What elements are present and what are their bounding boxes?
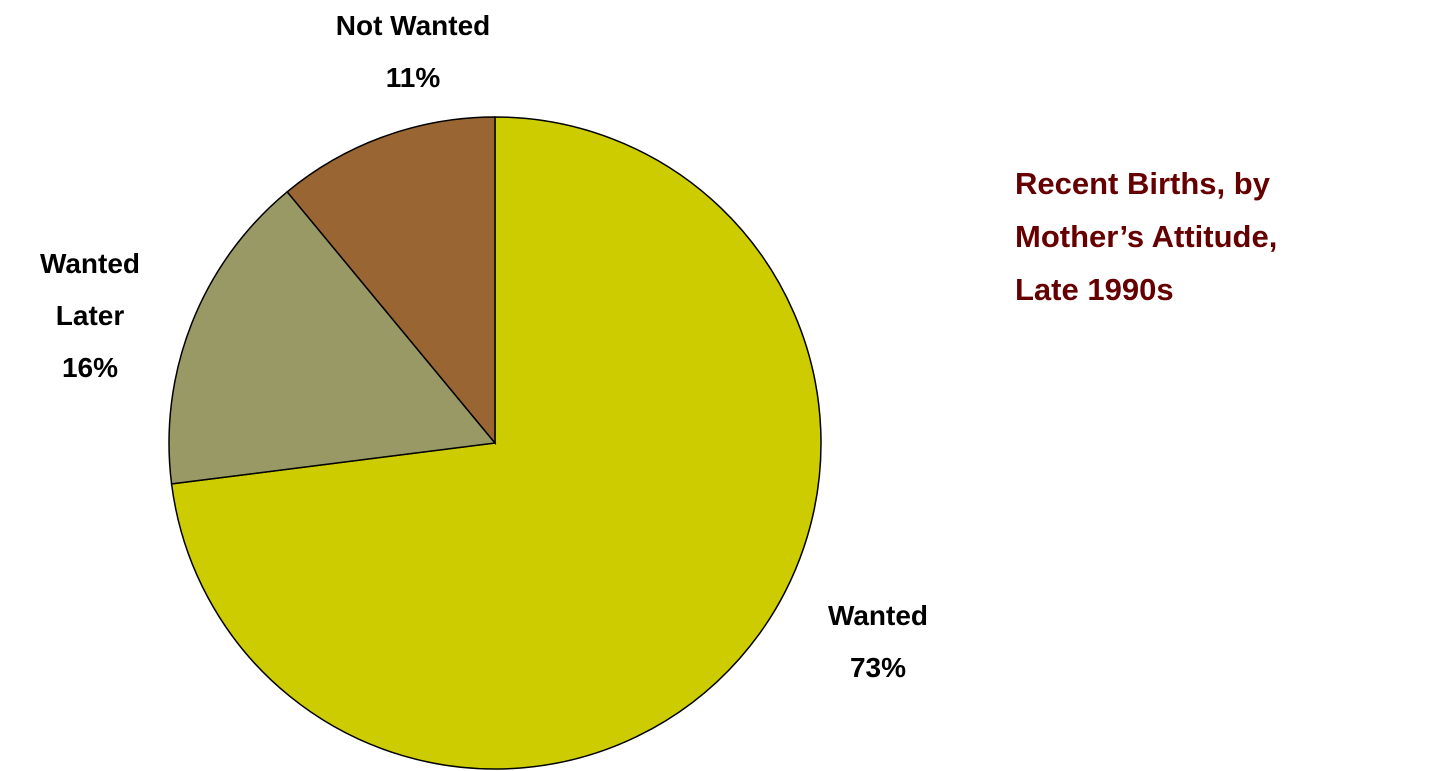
slice-name: Wanted Later xyxy=(39,248,141,331)
slice-value: 73% xyxy=(849,652,907,683)
pie-slice xyxy=(168,190,497,485)
slice-name: Not Wanted xyxy=(335,10,491,41)
slice-label: Wanted 73% xyxy=(778,590,978,694)
pie-slice xyxy=(286,116,496,446)
slice-value: 11% xyxy=(385,62,441,93)
pie-slice xyxy=(170,116,822,770)
slice-value: 16% xyxy=(61,352,119,383)
chart-title: Recent Births, by Mother’s Attitude, Lat… xyxy=(1015,166,1278,307)
slice-label: Wanted Later 16% xyxy=(15,238,165,394)
slice-name: Wanted xyxy=(827,600,929,631)
slice-label: Not Wanted 11% xyxy=(253,0,573,104)
